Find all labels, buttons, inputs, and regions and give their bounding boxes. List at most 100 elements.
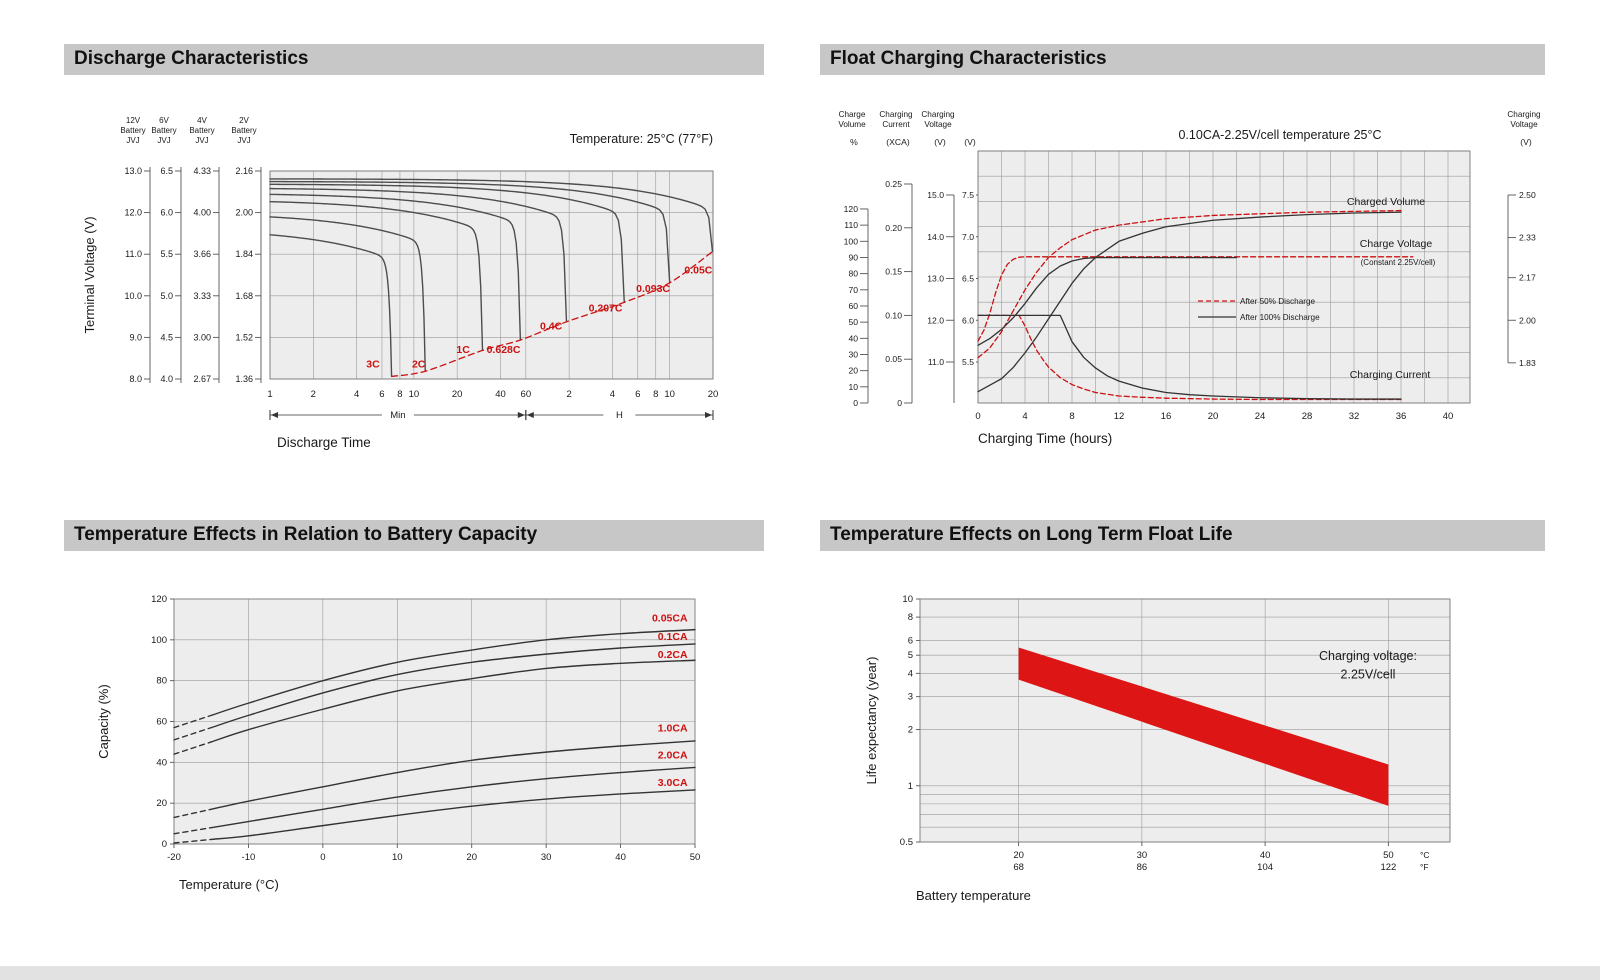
axis-header: Voltage [1510, 120, 1538, 129]
axis-unit: (V) [964, 137, 976, 147]
scale-header: Battery [189, 126, 214, 135]
discharge-curve [269, 178, 714, 253]
x-tick-label: 6 [379, 389, 384, 400]
scale-tick-label: 0.25 [885, 179, 902, 189]
scale-tick-label: 10 [848, 382, 858, 392]
x-tick-label: 104 [1257, 862, 1273, 873]
scale-tick-label: 0.05 [885, 354, 902, 364]
panel-discharge-characteristics: Discharge Characteristics 12V Battery JVJ 1… [64, 44, 764, 515]
temperature-capacity-chart: -20 -10 0 10 20 30 40 50 0 20 40 60 80 100 120 Capacity… [96, 594, 700, 892]
scale-tick-label: 50 [848, 317, 858, 327]
scale-header: Battery [120, 126, 145, 135]
scale-tick-label: 2.50 [1519, 190, 1536, 200]
capacity-curve [210, 740, 696, 810]
axis-header: Voltage [924, 120, 952, 129]
axis-header: Volume [838, 120, 866, 129]
capacity-curve [210, 643, 696, 729]
axis-header: Charging [921, 110, 955, 119]
scale-tick-label: 3.33 [193, 291, 211, 301]
scale-header: 2V [239, 116, 249, 125]
axis-header: Charging [879, 110, 913, 119]
scale-tick-label: 3.66 [193, 249, 211, 259]
x-tick-label: 32 [1349, 411, 1360, 422]
scale-tick-label: 6.5 [962, 273, 974, 283]
scale-tick-label: 0.20 [885, 223, 902, 233]
curve-label: 0.1CA [658, 631, 688, 643]
x-tick-label: 1 [267, 389, 272, 400]
x-tick-label: 20 [1013, 850, 1024, 861]
section-title-temperature-capacity: Temperature Effects in Relation to Batte… [64, 520, 764, 551]
x-tick-label: 24 [1255, 411, 1266, 422]
y-tick-label: 6 [908, 635, 913, 646]
series-charging-current-50 [977, 314, 1402, 400]
x-tick-label: 30 [541, 852, 552, 863]
scale-tick-label: 2.67 [193, 374, 211, 384]
scale-header: Battery [231, 126, 256, 135]
section-title-discharge: Discharge Characteristics [64, 44, 764, 75]
scale-tick-label: 1.68 [235, 291, 253, 301]
section-title-float-life: Temperature Effects on Long Term Float L… [820, 520, 1545, 551]
x-tick-label: 10 [392, 852, 403, 863]
axis-unit: (XCA) [886, 137, 910, 147]
scale-header: JVJ [237, 136, 250, 145]
scale-header: 6V [159, 116, 169, 125]
x-tick-label: 0 [975, 411, 980, 422]
segment-label: H [616, 410, 623, 421]
scale-tick-label: 1.84 [235, 249, 253, 259]
x-tick-label: 4 [1022, 411, 1027, 422]
x-tick-label: 20 [1208, 411, 1219, 422]
capacity-curve [210, 659, 696, 743]
x-tick-label: 8 [397, 389, 402, 400]
curve-label: 3C [366, 358, 380, 370]
x-tick-label: -10 [242, 852, 256, 863]
x-tick-label: -20 [167, 852, 181, 863]
x-tick-label: 86 [1137, 862, 1148, 873]
y-tick-label: 1 [908, 781, 913, 792]
scale-tick-label: 90 [848, 252, 858, 262]
scale-header: 4V [197, 116, 207, 125]
section-title-float-charging: Float Charging Characteristics [820, 44, 1545, 75]
x-tick-label: 12 [1114, 411, 1125, 422]
scale-header: JVJ [126, 136, 139, 145]
arrow-head [271, 411, 278, 418]
y-tick-label: 5 [908, 650, 913, 661]
x-tick-label: 2 [311, 389, 316, 400]
curve-label: 3.0CA [658, 777, 688, 789]
y-tick-label: 8 [908, 612, 913, 623]
y-axis-title: Terminal Voltage (V) [82, 216, 97, 333]
x-tick-label: 2 [566, 389, 571, 400]
y-tick-label: 3 [908, 692, 913, 703]
curve-label: 1.0CA [658, 723, 688, 735]
scale-tick-label: 80 [848, 268, 858, 278]
x-tick-label: 20 [466, 852, 477, 863]
scale-tick-label: 20 [848, 366, 858, 376]
arrow-head [526, 411, 534, 418]
x-tick-label: 60 [521, 389, 532, 400]
capacity-curve-dashed [173, 741, 212, 755]
unit-label: °C [1420, 850, 1430, 860]
axis-unit: (V) [934, 137, 946, 147]
scale-tick-label: 2.00 [235, 207, 253, 217]
scale-tick-label: 1.52 [235, 332, 253, 342]
scale-tick-label: 6.0 [160, 207, 173, 217]
series-charge-voltage-100 [977, 256, 1238, 346]
panel-float-charging: Float Charging Characteristics Charge Vol… [820, 44, 1545, 515]
annotation-charging-voltage: Charging voltage: [1319, 649, 1417, 663]
scale-tick-label: 110 [844, 220, 858, 230]
scale-header: Battery [151, 126, 176, 135]
capacity-curve-dashed [173, 826, 212, 835]
x-tick-label: 68 [1013, 862, 1024, 873]
scale-tick-label: 1.36 [235, 374, 253, 384]
scale-tick-label: 4.00 [193, 207, 211, 217]
annotation-charging-current: Charging Current [1350, 369, 1431, 381]
y-tick-label: 0.5 [900, 837, 913, 848]
scale-header: JVJ [195, 136, 208, 145]
scale-tick-label: 7.0 [962, 232, 974, 242]
scale-tick-label: 0.15 [885, 266, 902, 276]
scale-tick-label: 2.17 [1519, 273, 1536, 283]
scale-tick-label: 40 [848, 333, 858, 343]
y-axis-title: Life expectancy (year) [864, 656, 879, 784]
scale-tick-label: 8.0 [129, 374, 142, 384]
footer-bar [0, 966, 1600, 980]
x-tick-label: 10 [664, 389, 675, 400]
